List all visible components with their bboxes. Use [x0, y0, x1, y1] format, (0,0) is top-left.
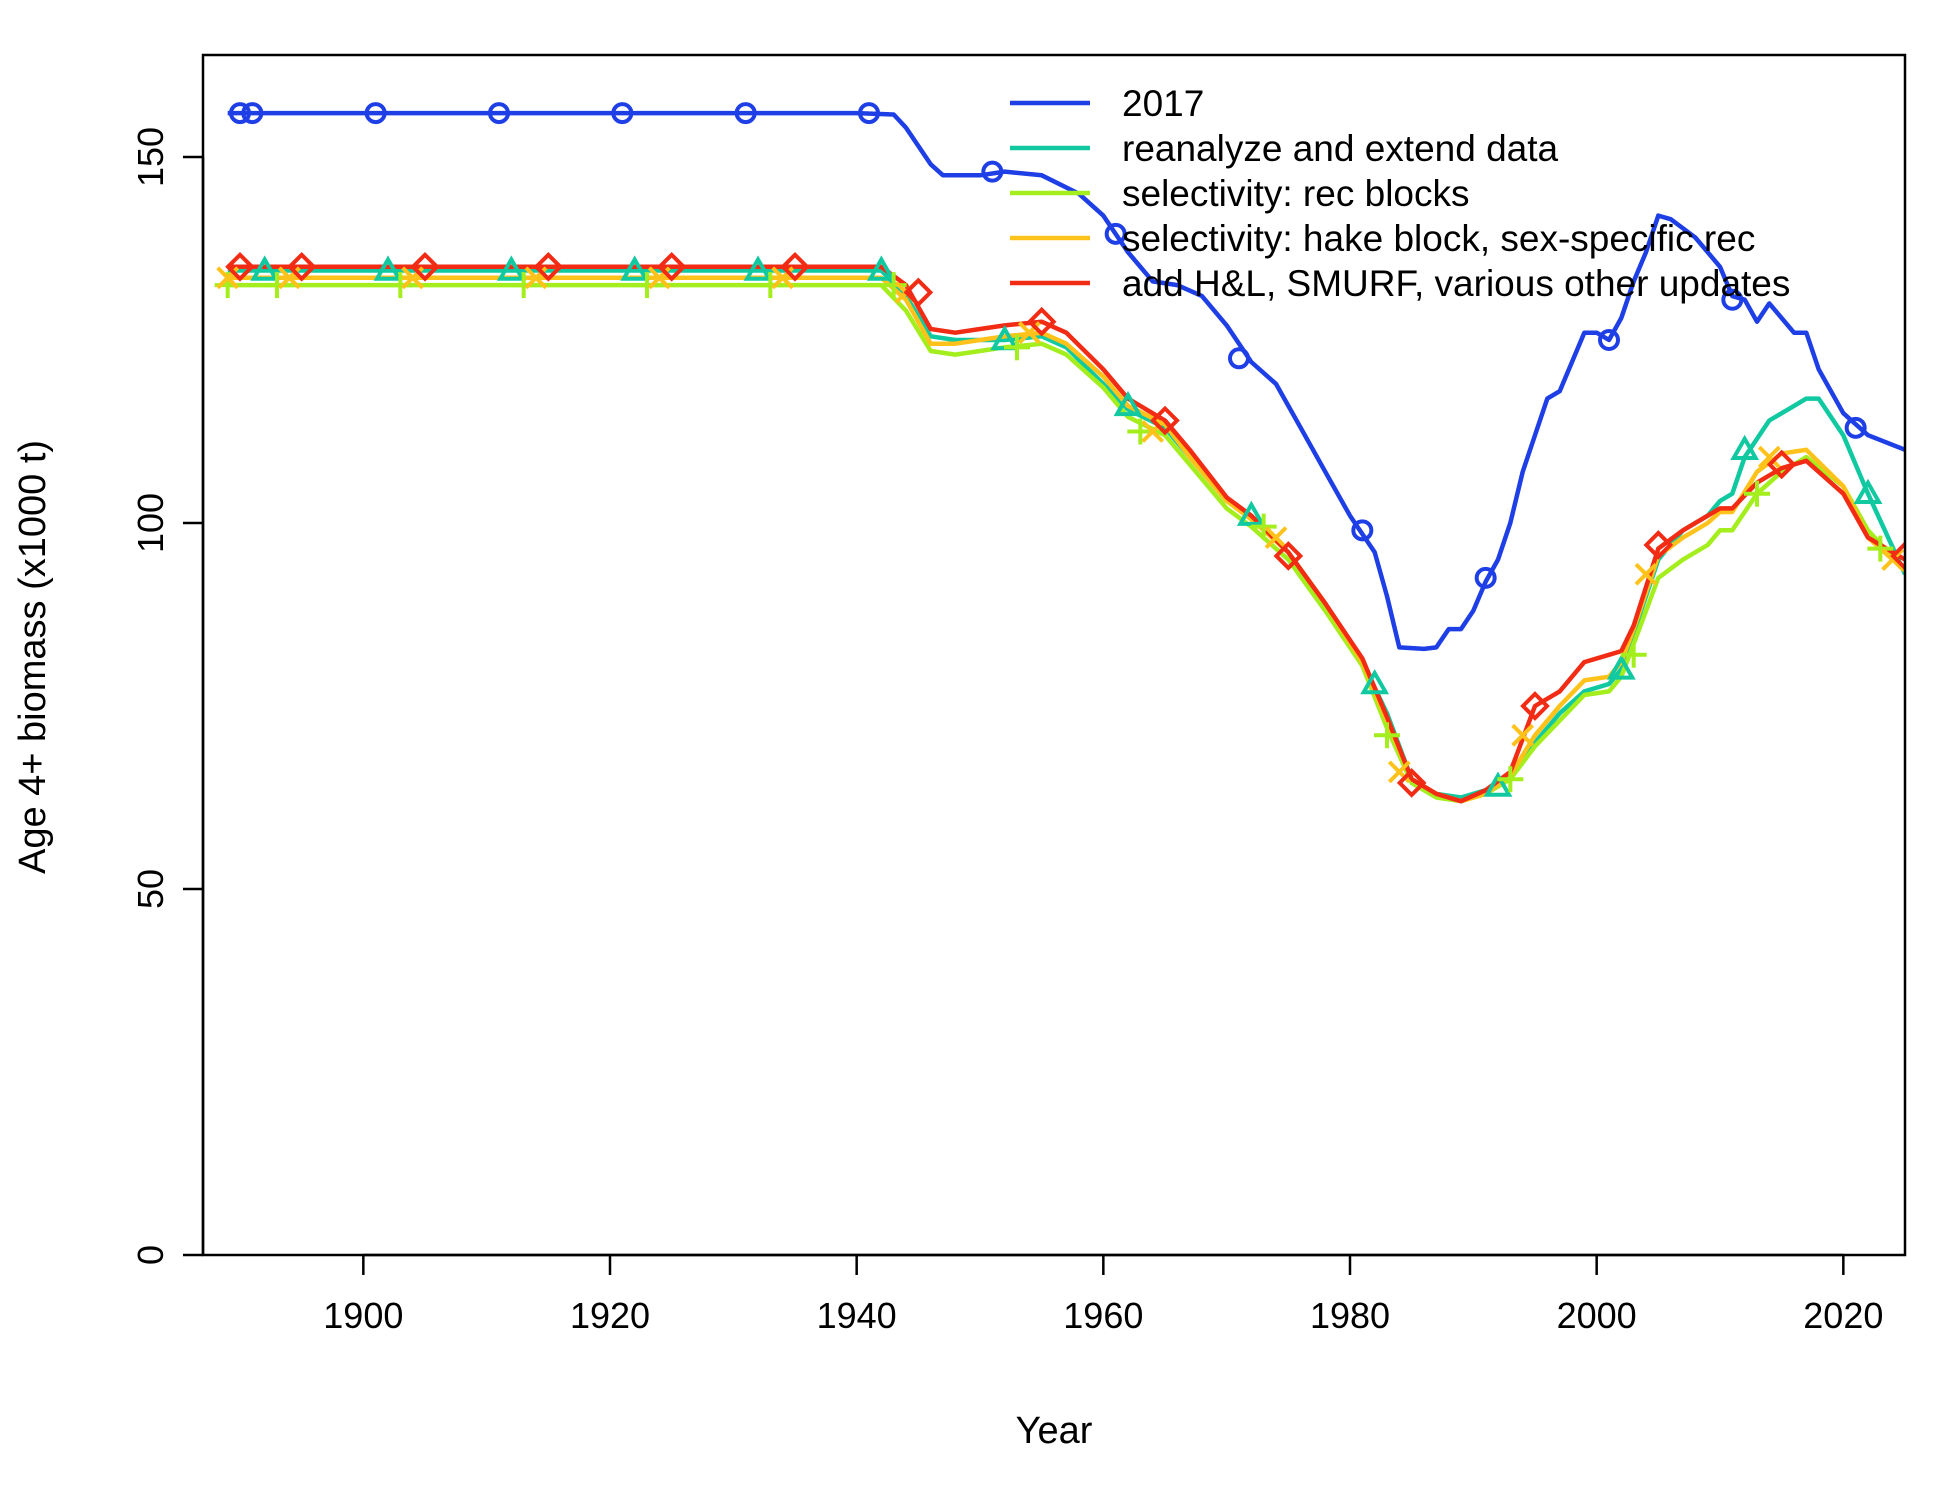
legend-label-selectivity-rec-blocks: selectivity: rec blocks — [1122, 173, 1470, 214]
marker-selectivity-hake-block-sex-specific-rec-12 — [1634, 562, 1658, 586]
marker-2017-11 — [1474, 566, 1497, 589]
marker-add-h-l-smurf-various-other-updates-2 — [410, 251, 440, 282]
marker-add-h-l-smurf-various-other-updates-5 — [780, 251, 810, 282]
marker-add-h-l-smurf-various-other-updates-0 — [225, 251, 255, 282]
marker-selectivity-rec-blocks-5 — [757, 272, 784, 299]
legend-label-2017: 2017 — [1122, 83, 1204, 124]
marker-2017-8 — [1104, 222, 1127, 245]
x-tick-label-1960: 1960 — [1063, 1295, 1143, 1336]
y-axis: 0 50 100 150 — [130, 127, 205, 1265]
series-layer — [227, 110, 1905, 804]
marker-2017-0 — [229, 102, 251, 125]
marker-2017-5 — [734, 102, 757, 125]
marker-reanalyze-and-extend-data-13 — [1853, 478, 1883, 504]
legend-item-reanalyze-and-extend-data: reanalyze and extend data — [1010, 128, 1559, 169]
marker-selectivity-hake-block-sex-specific-rec-13 — [1757, 445, 1781, 469]
y-tick-label-100: 100 — [130, 493, 171, 553]
marker-reanalyze-and-extend-data-3 — [620, 255, 650, 281]
marker-selectivity-rec-blocks-14 — [1867, 535, 1894, 562]
marker-selectivity-hake-block-sex-specific-rec-14 — [1881, 548, 1905, 572]
marker-selectivity-rec-blocks-2 — [387, 272, 414, 299]
legend-item-selectivity-hake-block-sex-specific-rec: selectivity: hake block, sex-specific re… — [1010, 218, 1755, 259]
marker-reanalyze-and-extend-data-4 — [743, 255, 773, 281]
marker-selectivity-rec-blocks-7 — [1004, 334, 1030, 361]
marker-2017-14 — [1844, 416, 1867, 439]
marker-2017-6 — [858, 102, 880, 125]
marker-2017-4 — [611, 102, 634, 125]
x-tick-label-2000: 2000 — [1557, 1295, 1637, 1336]
marker-reanalyze-and-extend-data-1 — [373, 255, 403, 281]
marker-selectivity-rec-blocks-6 — [880, 272, 907, 299]
legend-label-add-h-l-smurf-various-other-updates: add H&L, SMURF, various other updates — [1122, 263, 1790, 304]
marker-reanalyze-and-extend-data-9 — [1360, 669, 1390, 695]
legend-item-selectivity-rec-blocks: selectivity: rec blocks — [1010, 173, 1470, 214]
marker-reanalyze-and-extend-data-2 — [496, 255, 526, 281]
marker-add-h-l-smurf-various-other-updates-11 — [1520, 691, 1550, 721]
marker-add-h-l-smurf-various-other-updates-6 — [903, 277, 934, 308]
marker-2017-2 — [364, 102, 387, 125]
x-tick-label-1940: 1940 — [817, 1295, 897, 1336]
marker-reanalyze-and-extend-data-10 — [1483, 771, 1513, 797]
series-line-2017 — [227, 110, 1905, 652]
marker-2017-13 — [1721, 288, 1744, 311]
marker-2017-10 — [1351, 519, 1374, 542]
marker-reanalyze-and-extend-data-11 — [1606, 654, 1636, 680]
marker-reanalyze-and-extend-data-7 — [1113, 390, 1143, 417]
marker-reanalyze-and-extend-data-0 — [250, 255, 280, 281]
marker-selectivity-rec-blocks-9 — [1250, 513, 1277, 540]
y-tick-label-150: 150 — [130, 127, 171, 187]
x-tick-label-1900: 1900 — [323, 1295, 403, 1336]
marker-selectivity-rec-blocks-11 — [1497, 766, 1524, 793]
marker-selectivity-rec-blocks-3 — [510, 272, 537, 299]
series-line-selectivity-rec-blocks — [227, 282, 1905, 804]
series-line-reanalyze-and-extend-data — [227, 268, 1905, 800]
marker-selectivity-hake-block-sex-specific-rec-11 — [1511, 723, 1535, 747]
marker-add-h-l-smurf-various-other-updates-9 — [1273, 541, 1304, 571]
marker-add-h-l-smurf-various-other-updates-8 — [1150, 405, 1180, 436]
marker-2017-1 — [241, 102, 264, 125]
marker-add-h-l-smurf-various-other-updates-7 — [1026, 306, 1057, 337]
marker-selectivity-hake-block-sex-specific-rec-9 — [1264, 526, 1288, 550]
marker-2017-12 — [1598, 329, 1620, 351]
x-axis-title: Year — [1016, 1410, 1093, 1452]
legend-label-selectivity-hake-block-sex-specific-rec: selectivity: hake block, sex-specific re… — [1122, 218, 1755, 259]
marker-selectivity-rec-blocks-4 — [634, 272, 660, 299]
x-tick-label-1920: 1920 — [570, 1295, 650, 1336]
marker-reanalyze-and-extend-data-8 — [1236, 500, 1266, 526]
marker-reanalyze-and-extend-data-12 — [1730, 434, 1760, 461]
marker-2017-9 — [1228, 347, 1250, 370]
marker-selectivity-rec-blocks-12 — [1620, 641, 1647, 668]
marker-add-h-l-smurf-various-other-updates-12 — [1643, 530, 1674, 560]
legend-item-2017: 2017 — [1010, 83, 1204, 124]
marker-add-h-l-smurf-various-other-updates-13 — [1766, 449, 1797, 480]
marker-2017-7 — [981, 160, 1004, 183]
marker-selectivity-rec-blocks-8 — [1127, 418, 1154, 445]
y-axis-title: Age 4+ biomass (x1000 t) — [12, 440, 54, 874]
x-axis: 1900 1920 1940 1960 1980 2000 2020 — [323, 1253, 1883, 1336]
marker-add-h-l-smurf-various-other-updates-1 — [286, 251, 317, 282]
x-tick-label-1980: 1980 — [1310, 1295, 1390, 1336]
y-tick-label-0: 0 — [130, 1245, 171, 1265]
x-tick-label-2020: 2020 — [1803, 1295, 1883, 1336]
marker-layer — [214, 102, 1905, 798]
marker-add-h-l-smurf-various-other-updates-10 — [1396, 768, 1427, 798]
marker-selectivity-rec-blocks-13 — [1744, 480, 1770, 507]
legend-label-reanalyze-and-extend-data: reanalyze and extend data — [1122, 128, 1559, 169]
marker-selectivity-rec-blocks-1 — [264, 272, 290, 299]
marker-add-h-l-smurf-various-other-updates-14 — [1890, 541, 1905, 571]
series-line-add-h-l-smurf-various-other-updates — [227, 264, 1905, 804]
marker-reanalyze-and-extend-data-5 — [866, 255, 896, 281]
marker-add-h-l-smurf-various-other-updates-4 — [656, 251, 687, 282]
marker-selectivity-rec-blocks-10 — [1374, 722, 1400, 749]
y-tick-label-50: 50 — [130, 869, 171, 909]
marker-2017-3 — [488, 102, 510, 125]
marker-add-h-l-smurf-various-other-updates-3 — [533, 251, 564, 282]
legend-item-add-h-l-smurf-various-other-updates: add H&L, SMURF, various other updates — [1010, 263, 1790, 304]
